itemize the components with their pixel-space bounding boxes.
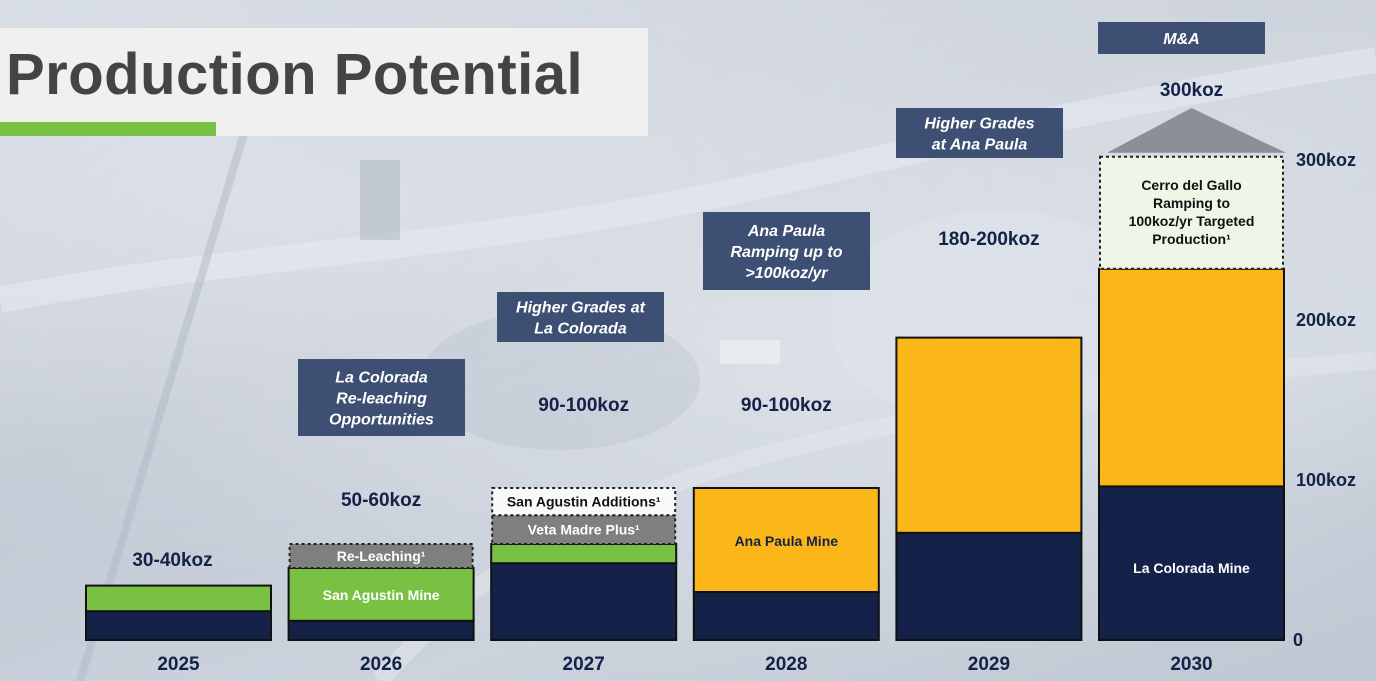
segment-label-san-agustin-mine: San Agustin Mine bbox=[323, 587, 440, 603]
title-panel bbox=[0, 28, 648, 136]
callout-box-2028 bbox=[703, 212, 870, 290]
callout-text-2027: Higher Grades at bbox=[516, 300, 646, 317]
bar-ana-paula-mine-2030 bbox=[1098, 267, 1285, 488]
total-label-2029: 180-200koz bbox=[938, 229, 1039, 250]
potential-label-re-leaching: Re-Leaching¹ bbox=[337, 548, 426, 564]
potential-re-leaching bbox=[288, 543, 474, 569]
potential-label-san-agustin-additions: San Agustin Additions¹ bbox=[507, 494, 661, 510]
bar-la-colorada-mine-2025 bbox=[85, 610, 272, 642]
bar-la-colorada-mine-2029 bbox=[895, 531, 1083, 641]
total-label-2030: 300koz bbox=[1160, 80, 1223, 101]
potential-san-agustin-additions bbox=[491, 487, 677, 517]
callout-text-2029: Higher Grades bbox=[924, 116, 1034, 133]
x-tick-label-2028: 2028 bbox=[765, 654, 807, 675]
callout-text-2026: Opportunities bbox=[329, 412, 434, 429]
x-tick-label-2029: 2029 bbox=[968, 654, 1010, 675]
y-tick-label: 200koz bbox=[1296, 310, 1356, 330]
total-label-2025: 30-40koz bbox=[132, 550, 212, 571]
segment-label-la-colorada-mine: La Colorada Mine bbox=[1133, 560, 1250, 576]
total-label-2026: 50-60koz bbox=[341, 490, 421, 511]
x-tick-label-2027: 2027 bbox=[563, 654, 605, 675]
callout-text-2029: at Ana Paula bbox=[932, 137, 1028, 154]
potential-cerro-del-gallo-ramping-to-100koz-yr-targeted-production bbox=[1099, 155, 1284, 270]
bar-la-colorada-mine-2027 bbox=[490, 562, 678, 642]
x-tick-label-2026: 2026 bbox=[360, 654, 402, 675]
bar-san-agustin-mine-2027 bbox=[490, 543, 678, 565]
bar-la-colorada-mine-2028 bbox=[692, 591, 880, 641]
callout-box-2027 bbox=[497, 292, 664, 342]
bar-la-colorada-mine-2026 bbox=[287, 619, 475, 641]
callout-text-2028: >100koz/yr bbox=[745, 265, 828, 282]
bar-san-agustin-mine-2025 bbox=[85, 584, 272, 613]
bar-san-agustin-mine-2026 bbox=[287, 567, 475, 622]
ma-upside-arrow bbox=[1107, 108, 1286, 153]
total-label-2028: 90-100koz bbox=[741, 395, 832, 416]
bar-la-colorada-mine-2030 bbox=[1098, 485, 1285, 641]
potential-label-cerro-del-gallo: Cerro del Gallo Ramping to 100koz/yr Targe… bbox=[1129, 177, 1255, 247]
y-tick-label: 0 bbox=[1293, 630, 1303, 650]
potential-label-veta-madre-plus: Veta Madre Plus¹ bbox=[528, 522, 640, 538]
callout-text-2026: Re-leaching bbox=[336, 391, 427, 408]
y-tick-label: 300koz bbox=[1296, 150, 1356, 170]
bar-ana-paula-mine-2029 bbox=[895, 336, 1083, 534]
callout-box-2029 bbox=[896, 108, 1063, 158]
x-tick-label-2030: 2030 bbox=[1170, 654, 1212, 675]
total-label-2027: 90-100koz bbox=[538, 395, 629, 416]
callout-box-2026 bbox=[298, 359, 465, 436]
segment-label-ana-paula-mine: Ana Paula Mine bbox=[735, 533, 839, 549]
callout-text-2027: La Colorada bbox=[534, 321, 627, 338]
callout-text-2026: La Colorada bbox=[335, 370, 428, 387]
x-tick-label-2025: 2025 bbox=[157, 654, 200, 675]
callout-text-2028: Ramping up to bbox=[731, 244, 843, 261]
bar-ana-paula-mine-2028 bbox=[692, 487, 880, 593]
callout-text-2030: M&A bbox=[1163, 31, 1199, 48]
callout-box-2030 bbox=[1098, 22, 1265, 54]
title-accent-bar bbox=[0, 122, 216, 136]
page-title: Production Potential bbox=[6, 42, 584, 107]
callout-text-2028: Ana Paula bbox=[747, 223, 825, 240]
y-tick-label: 100koz bbox=[1296, 470, 1356, 490]
